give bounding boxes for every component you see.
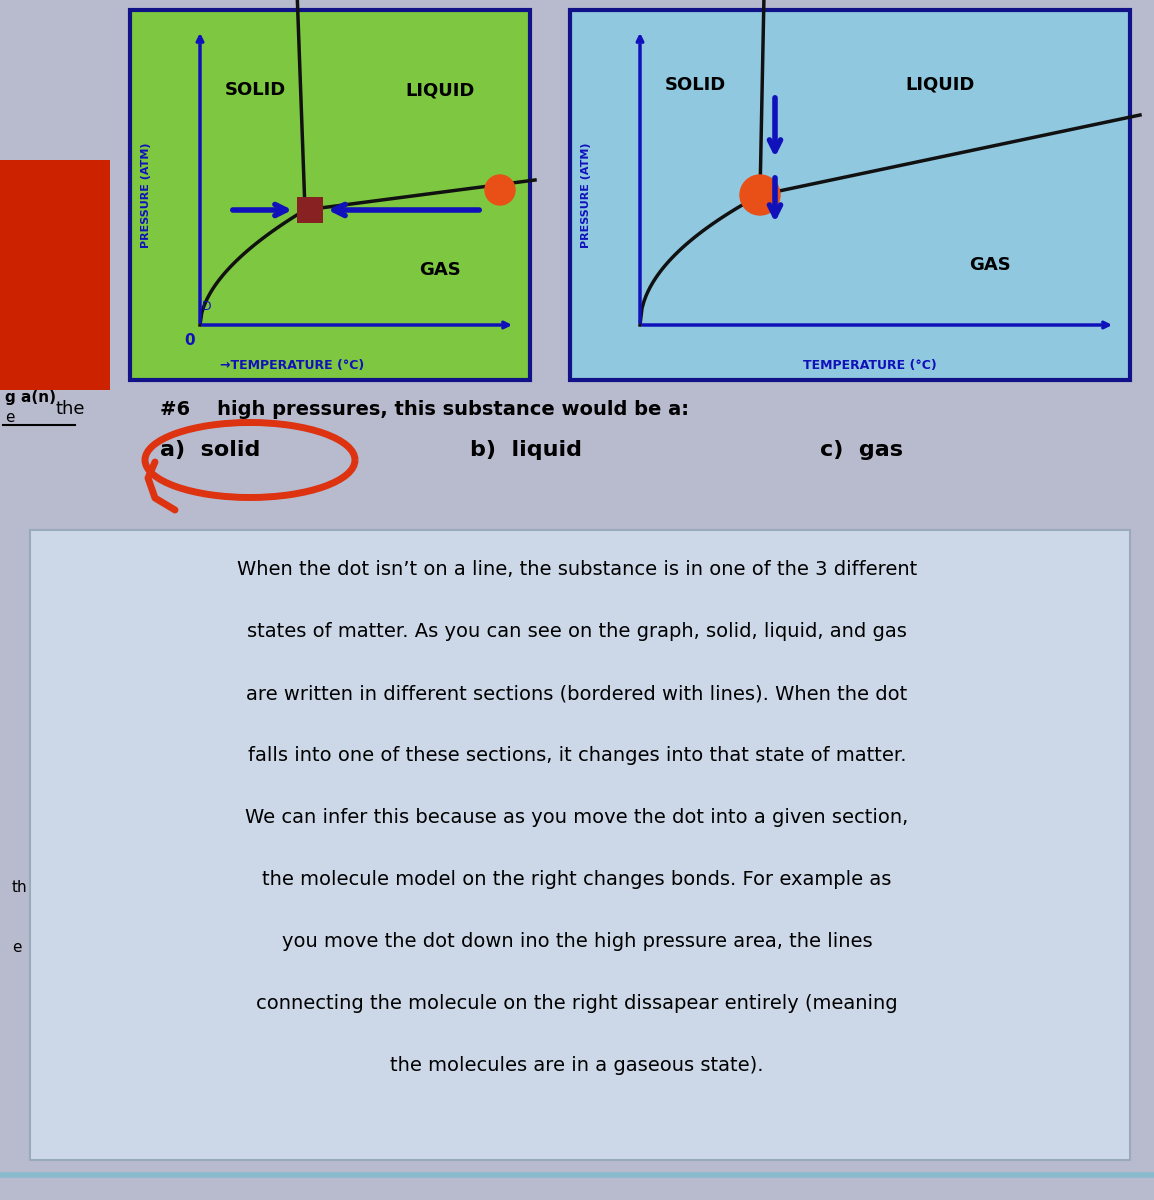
Text: th: th	[12, 880, 28, 895]
Bar	[130, 10, 530, 380]
Text: 0: 0	[185, 332, 195, 348]
Text: connecting the molecule on the right dissapear entirely (meaning: connecting the molecule on the right dis…	[256, 994, 898, 1013]
Text: e: e	[5, 410, 15, 425]
Text: SOLID: SOLID	[665, 76, 726, 94]
Text: PRESSURE (ATM): PRESSURE (ATM)	[580, 143, 591, 247]
Bar	[297, 197, 323, 223]
Text: LIQUID: LIQUID	[405, 80, 474, 98]
Text: the: the	[55, 400, 84, 418]
Text: GAS: GAS	[969, 256, 1011, 274]
Text: GAS: GAS	[419, 260, 460, 278]
Text: the molecules are in a gaseous state).: the molecules are in a gaseous state).	[390, 1056, 764, 1075]
Text: →TEMPERATURE (°C): →TEMPERATURE (°C)	[220, 359, 365, 372]
Text: PRESSURE (ATM): PRESSURE (ATM)	[141, 143, 151, 247]
Text: We can infer this because as you move the dot into a given section,: We can infer this because as you move th…	[246, 808, 908, 827]
Text: LIQUID: LIQUID	[905, 76, 975, 94]
Circle shape	[740, 175, 780, 215]
Bar	[30, 530, 1130, 1160]
Text: SOLID: SOLID	[224, 80, 286, 98]
Text: the molecule model on the right changes bonds. For example as: the molecule model on the right changes …	[262, 870, 892, 889]
Bar	[570, 10, 1130, 380]
Text: e: e	[12, 940, 22, 955]
Text: #6    high pressures, this substance would be a:: #6 high pressures, this substance would …	[160, 400, 689, 419]
Text: g a(n): g a(n)	[5, 390, 57, 404]
Text: TEMPERATURE (°C): TEMPERATURE (°C)	[803, 359, 937, 372]
Text: D: D	[202, 300, 211, 313]
Text: a)  solid: a) solid	[160, 440, 261, 460]
Text: falls into one of these sections, it changes into that state of matter.: falls into one of these sections, it cha…	[248, 746, 906, 766]
Circle shape	[485, 175, 515, 205]
Text: When the dot isn’t on a line, the substance is in one of the 3 different: When the dot isn’t on a line, the substa…	[237, 560, 917, 578]
Text: you move the dot down ino the high pressure area, the lines: you move the dot down ino the high press…	[282, 932, 872, 950]
Text: are written in different sections (bordered with lines). When the dot: are written in different sections (borde…	[246, 684, 908, 703]
Text: states of matter. As you can see on the graph, solid, liquid, and gas: states of matter. As you can see on the …	[247, 622, 907, 641]
Text: c)  gas: c) gas	[820, 440, 902, 460]
Bar	[0, 160, 110, 390]
Text: b)  liquid: b) liquid	[470, 440, 582, 460]
